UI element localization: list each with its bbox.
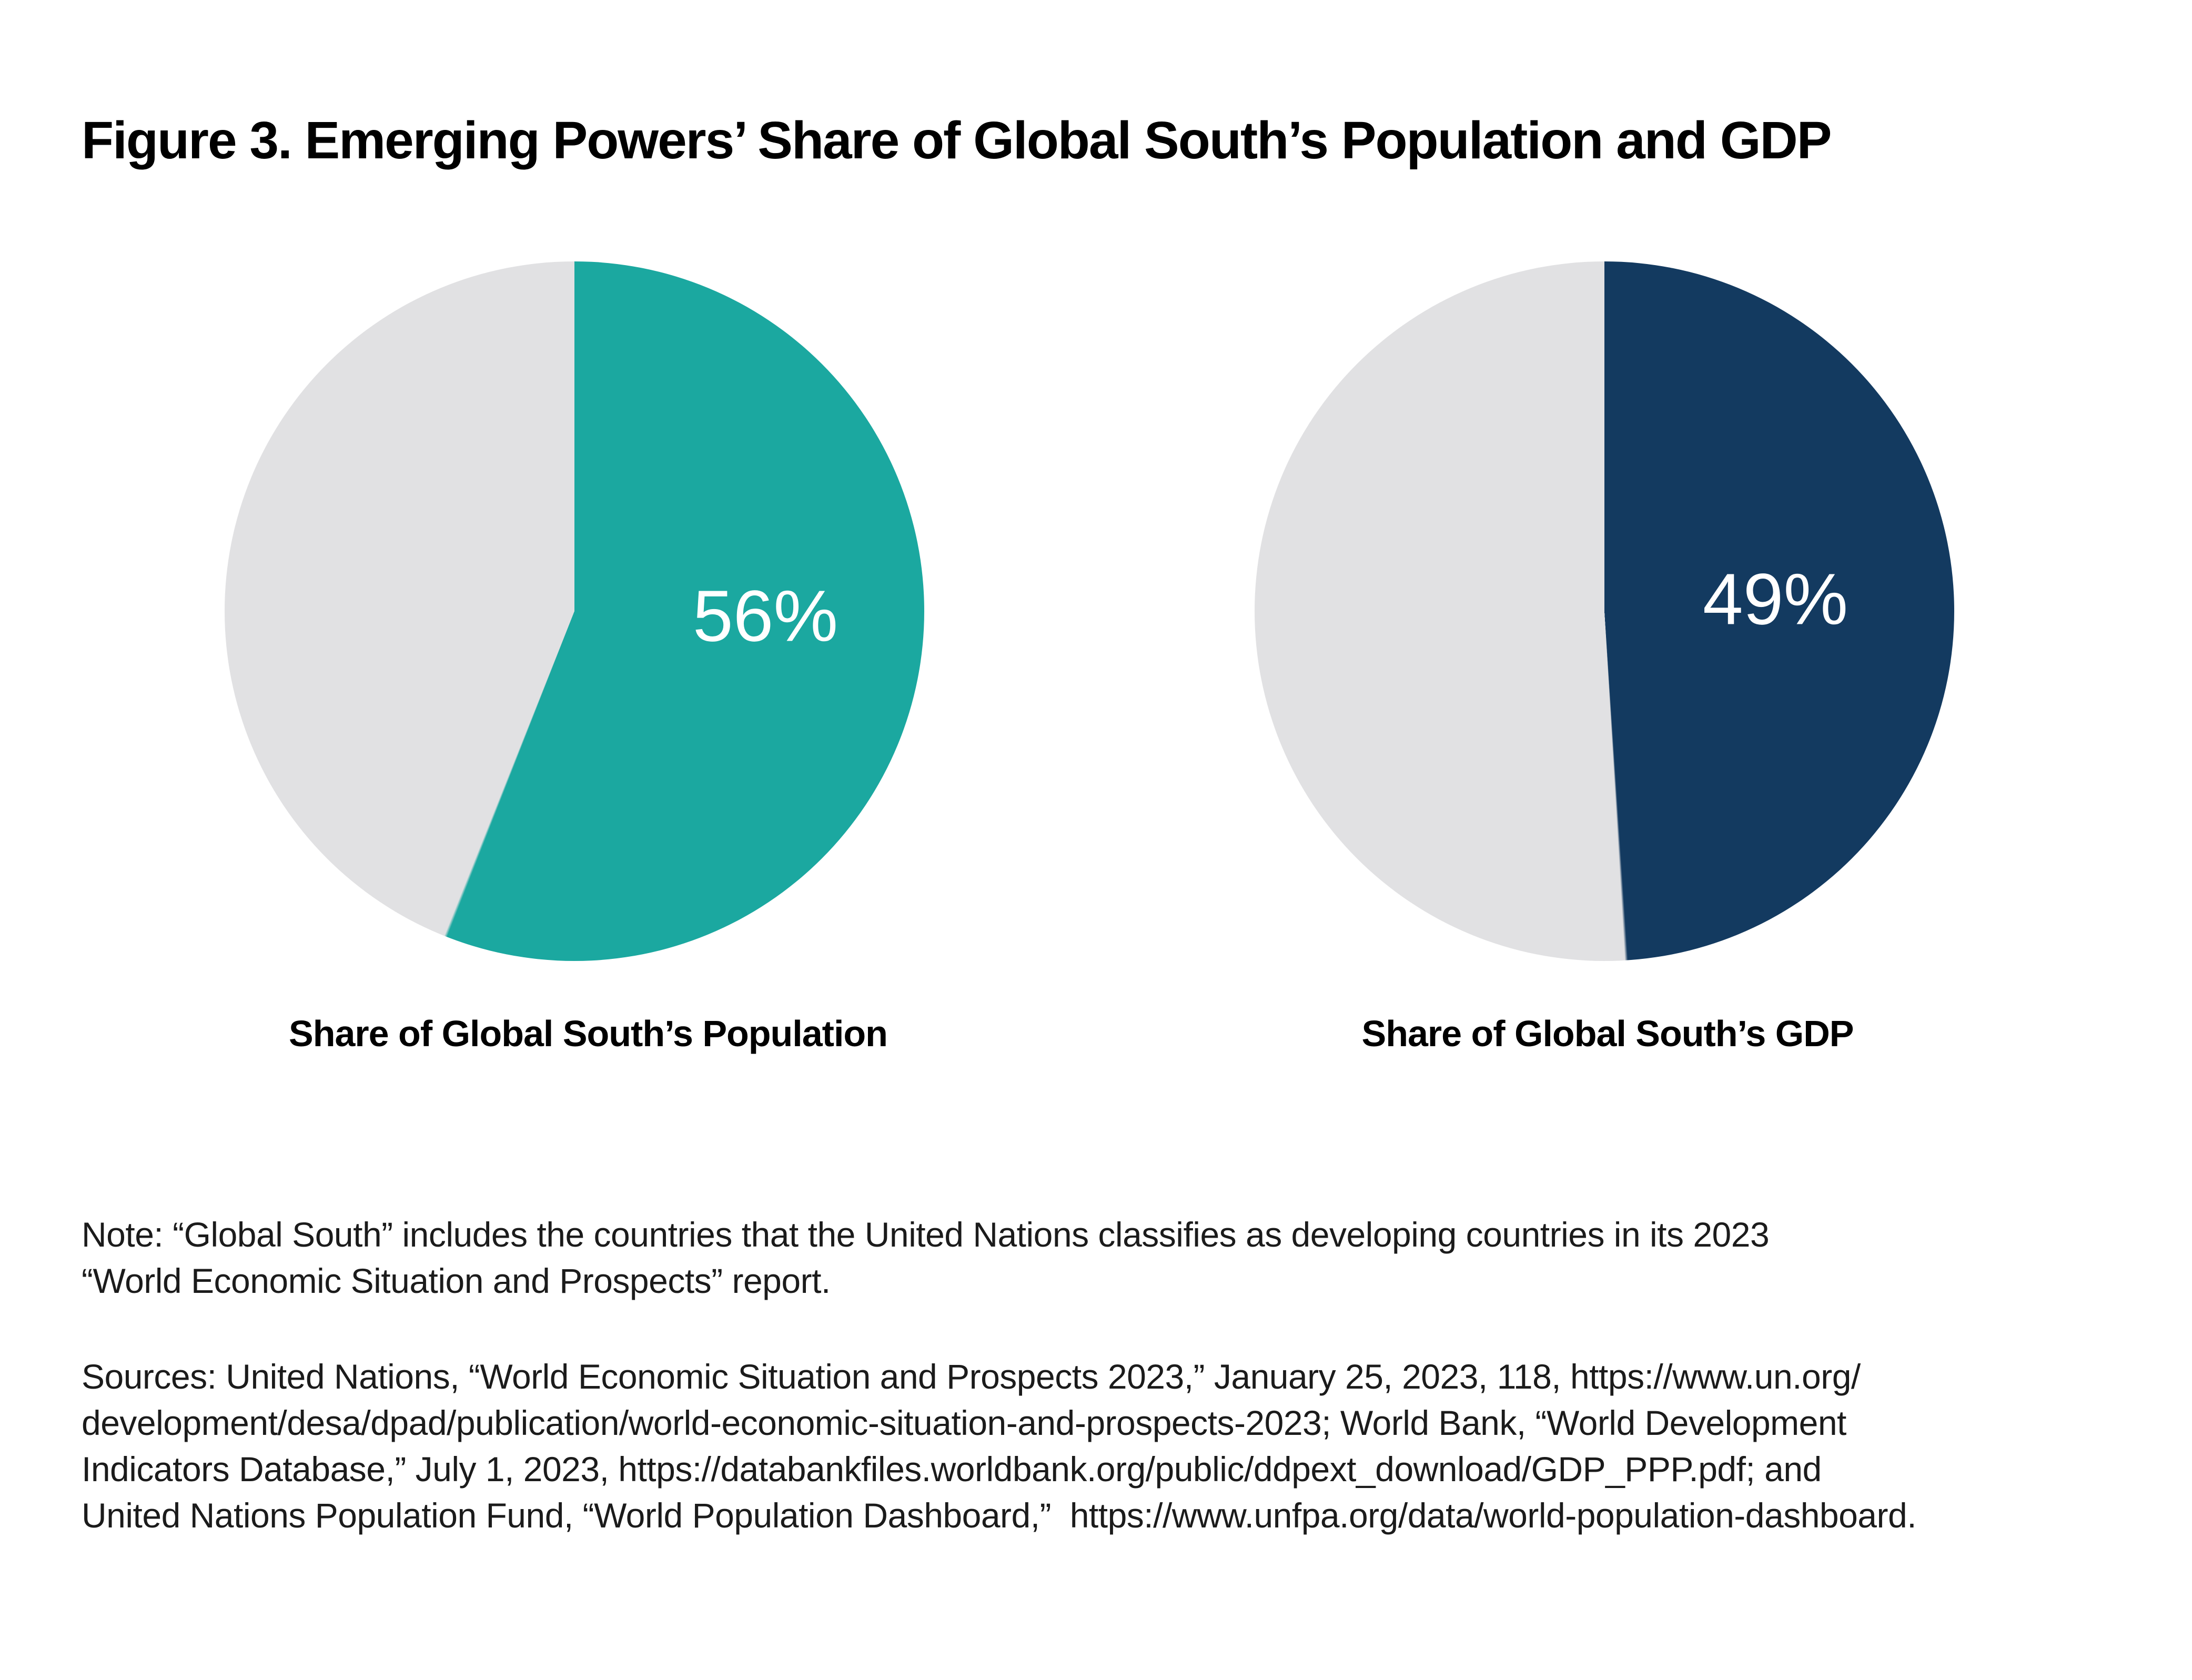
population-pie-value-label: 56%	[692, 575, 839, 657]
population-pie-chart	[225, 261, 924, 961]
note-text: Note: “Global South” includes the countr…	[82, 1215, 1770, 1300]
gdp-pie-value-label: 49%	[1702, 559, 1848, 640]
sources-text: Sources: United Nations, “World Economic…	[82, 1357, 1917, 1535]
gdp-pie-chart	[1255, 261, 1954, 961]
figure-title: Figure 3. Emerging Powers’ Share of Glob…	[82, 111, 1832, 170]
population-chart-caption: Share of Global South’s Population	[289, 1013, 888, 1054]
gdp-chart-caption: Share of Global South’s GDP	[1361, 1013, 1854, 1054]
